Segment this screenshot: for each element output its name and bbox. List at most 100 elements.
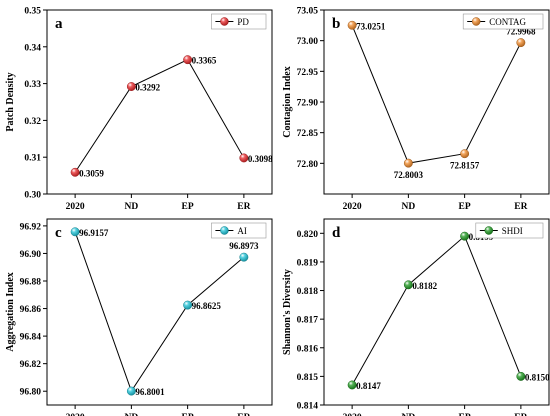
y-axis-title: Aggregation Index xyxy=(5,272,16,352)
y-axis-title: Patch Density xyxy=(5,72,16,131)
data-label: 0.3292 xyxy=(135,83,160,93)
y-tick-label: 96.92 xyxy=(20,222,42,232)
data-point xyxy=(347,20,357,30)
y-tick-label: 0.33 xyxy=(24,80,41,90)
data-point xyxy=(183,300,193,310)
data-label: 72.8157 xyxy=(450,161,480,171)
y-tick-label: 0.32 xyxy=(24,117,41,127)
data-point xyxy=(516,38,526,48)
x-tick-label: ND xyxy=(402,413,416,416)
series-line xyxy=(351,235,522,386)
y-tick-label: 73.00 xyxy=(297,37,319,47)
panel-label: a xyxy=(55,16,63,32)
y-tick-label: 0.817 xyxy=(297,316,319,326)
data-label: 72.9968 xyxy=(506,27,536,37)
legend-marker xyxy=(220,226,229,235)
panel-label: b xyxy=(332,16,340,32)
y-axis-title: Contagion Index xyxy=(282,66,293,137)
series-line xyxy=(74,231,245,393)
legend-marker xyxy=(484,226,494,235)
legend: PD xyxy=(211,13,267,30)
data-label: 0.3098 xyxy=(248,154,273,164)
y-tick-label: 96.86 xyxy=(20,305,42,315)
y-tick-label: 0.818 xyxy=(297,287,319,297)
y-tick-label: 96.82 xyxy=(20,360,42,370)
plot-frame xyxy=(323,9,550,195)
x-tick-label: 2020 xyxy=(343,413,362,416)
plot-frame xyxy=(46,9,273,195)
panel-label: c xyxy=(55,225,62,241)
legend-label: AI xyxy=(237,226,247,236)
data-point xyxy=(403,280,413,290)
data-label: 0.3365 xyxy=(192,56,217,66)
data-point xyxy=(126,386,136,396)
y-tick-label: 0.30 xyxy=(24,191,41,201)
y-tick-label: 0.820 xyxy=(297,230,319,240)
y-tick-label: 73.05 xyxy=(297,7,319,17)
y-tick-label: 72.90 xyxy=(297,99,319,109)
legend-box xyxy=(475,222,544,239)
y-tick-label: 96.88 xyxy=(20,278,42,288)
x-tick-label: ER xyxy=(514,413,527,416)
data-label: 0.8182 xyxy=(412,281,437,291)
x-tick-label: ER xyxy=(237,413,250,416)
data-point xyxy=(239,252,249,262)
y-tick-label: 96.90 xyxy=(20,250,42,260)
x-tick-label: ER xyxy=(237,202,250,212)
legend-label: CONTAG xyxy=(489,17,526,27)
x-tick-label: ND xyxy=(402,202,416,212)
y-tick-label: 0.814 xyxy=(297,402,319,412)
legend-box xyxy=(462,13,544,30)
y-tick-label: 0.34 xyxy=(24,43,41,53)
data-label: 73.0251 xyxy=(356,21,386,31)
y-tick-label: 0.815 xyxy=(297,373,319,383)
data-label: 96.8973 xyxy=(229,241,259,251)
x-tick-label: ER xyxy=(514,202,527,212)
data-point xyxy=(516,371,526,381)
legend-label: SHDI xyxy=(502,226,523,236)
series-line xyxy=(351,25,522,164)
x-tick-label: 2020 xyxy=(343,202,362,212)
y-tick-label: 0.819 xyxy=(297,258,319,268)
y-tick-label: 72.95 xyxy=(297,68,319,78)
data-label: 96.8625 xyxy=(192,301,222,311)
data-point xyxy=(403,158,413,168)
y-tick-label: 0.35 xyxy=(24,7,41,17)
legend-marker xyxy=(471,17,481,26)
x-tick-label: 2020 xyxy=(66,202,85,212)
x-tick-label: EP xyxy=(182,202,194,212)
y-axis-title: Shannon's Diversity xyxy=(282,269,293,355)
y-tick-label: 0.31 xyxy=(24,154,41,164)
legend-label: PD xyxy=(237,17,249,27)
y-tick-label: 96.80 xyxy=(20,388,42,398)
data-point xyxy=(460,231,470,241)
data-label: 96.8001 xyxy=(135,387,165,397)
y-tick-label: 0.816 xyxy=(297,344,319,354)
y-tick-label: 96.84 xyxy=(20,333,42,343)
series-line xyxy=(74,59,245,173)
panel-c: 96.80 96.82 96.84 96.86 96.88 96.90 96.92 2020 N… xyxy=(5,218,273,416)
legend: AI xyxy=(211,222,267,239)
x-tick-label: EP xyxy=(459,202,471,212)
y-tick-label: 72.85 xyxy=(297,129,319,139)
legend-marker xyxy=(220,17,229,26)
data-label: 72.8003 xyxy=(394,170,424,180)
x-tick-label: 2020 xyxy=(66,413,85,416)
panel-label: d xyxy=(332,225,341,241)
data-point xyxy=(70,227,80,237)
data-label: 0.8150 xyxy=(525,372,550,382)
legend: SHDI xyxy=(475,222,544,239)
data-point xyxy=(460,149,470,159)
data-point xyxy=(70,167,80,177)
data-point xyxy=(183,55,193,65)
y-tick-label: 72.80 xyxy=(297,160,319,170)
plot-frame xyxy=(46,218,273,406)
data-point xyxy=(347,380,357,390)
plot-frame xyxy=(323,218,550,406)
x-tick-label: ND xyxy=(125,413,139,416)
data-label: 0.8147 xyxy=(356,381,381,391)
panel-d: 0.814 0.815 0.816 0.817 0.818 0.819 0.820 2020 N… xyxy=(282,218,550,416)
x-tick-label: EP xyxy=(459,413,471,416)
panel-a: 0.30 0.31 0.32 0.33 0.34 0.35 2020 ND EP ER Patch … xyxy=(5,7,273,213)
